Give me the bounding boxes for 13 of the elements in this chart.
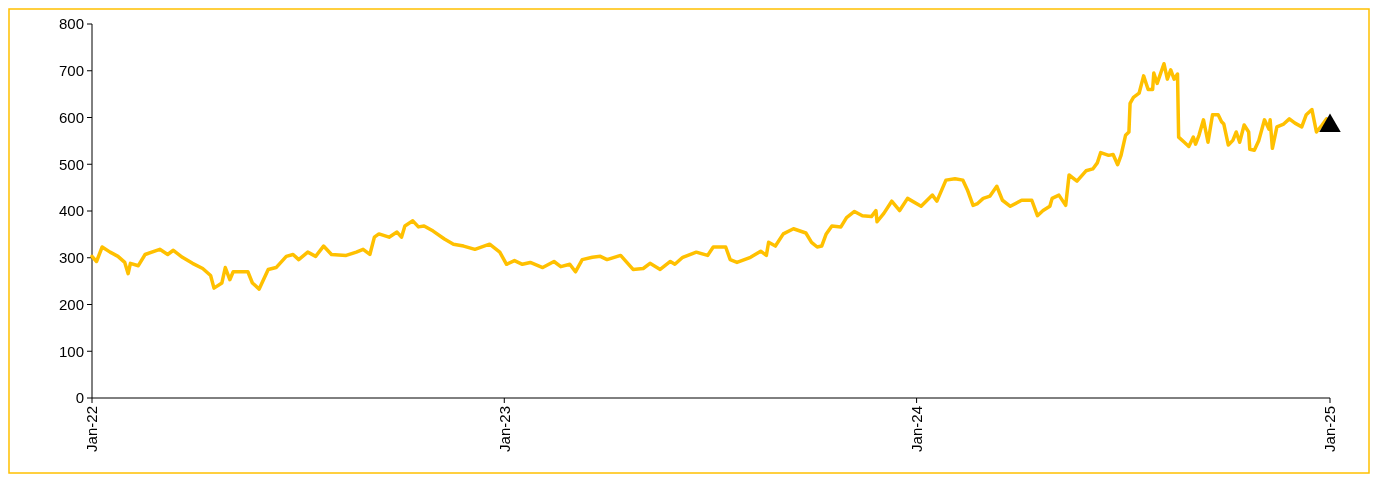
x-tick-label: Jan-22 [83,406,101,452]
y-tick-label: 800 [58,15,84,33]
x-tick-label: Jan-24 [907,406,925,452]
x-tick-label: Jan-25 [1321,406,1339,452]
y-tick-label: 400 [58,202,84,220]
y-tick-label: 600 [58,108,84,126]
y-tick-label: 200 [58,295,84,313]
y-tick-label: 0 [75,389,84,407]
y-tick-label: 300 [58,249,84,266]
y-tick-label: 500 [58,155,84,173]
y-tick-label: 100 [58,342,84,360]
y-tick-label: 700 [58,62,84,79]
x-tick-label: Jan-23 [495,406,513,452]
